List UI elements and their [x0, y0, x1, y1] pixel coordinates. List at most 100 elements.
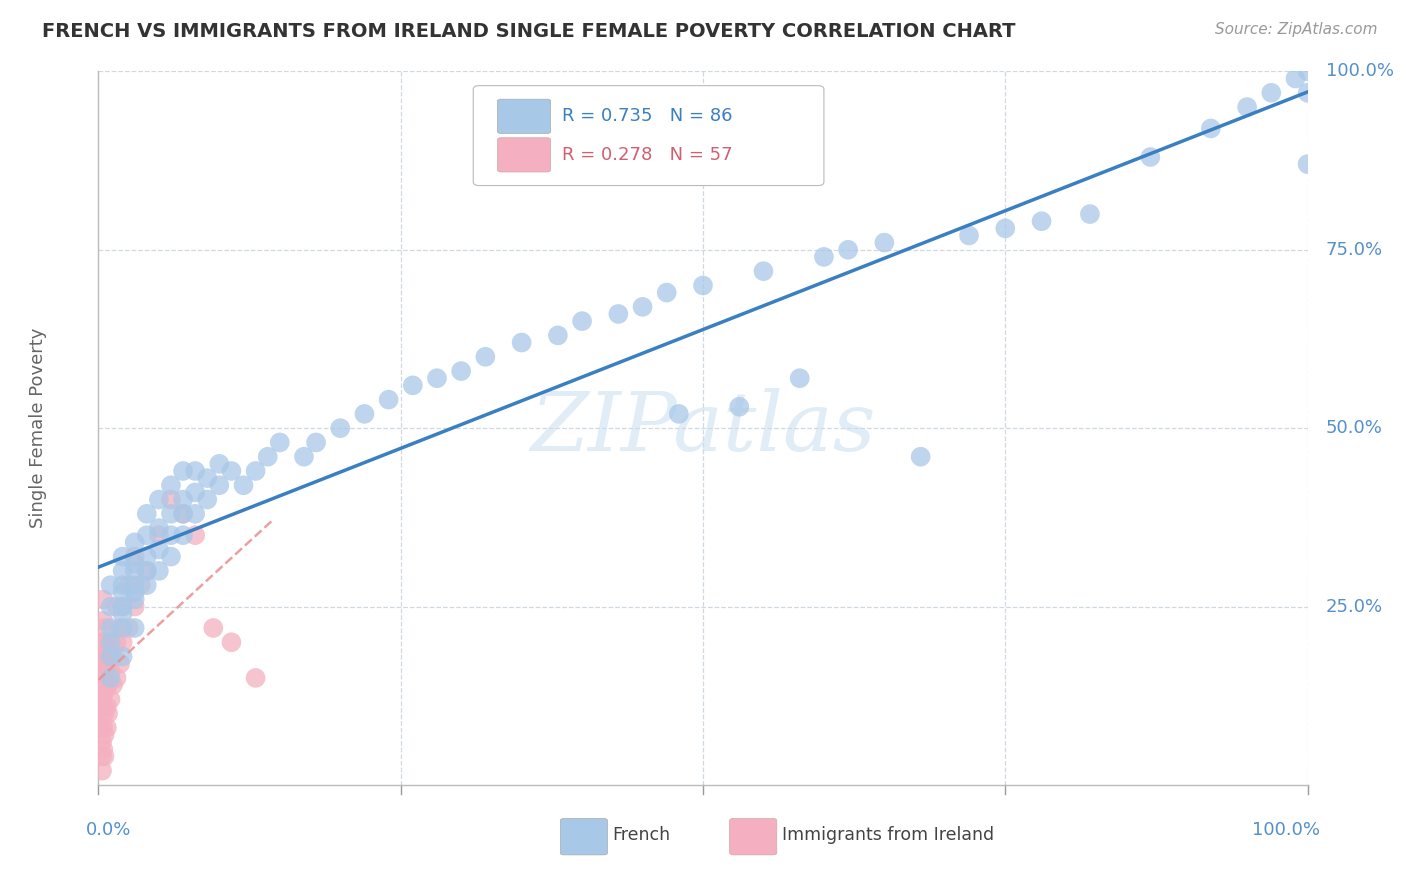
- Point: [91, 749, 114, 764]
- Point: [100, 621, 122, 635]
- Point: [148, 492, 170, 507]
- Text: 100.0%: 100.0%: [1326, 62, 1393, 80]
- Point: [91, 678, 114, 692]
- Point: [269, 435, 291, 450]
- Point: [93, 685, 115, 699]
- Point: [91, 699, 114, 714]
- Point: [97, 678, 120, 692]
- Point: [111, 621, 134, 635]
- Point: [97, 657, 120, 671]
- Point: [100, 671, 122, 685]
- Point: [93, 728, 115, 742]
- Point: [111, 635, 134, 649]
- Point: [111, 649, 134, 664]
- Point: [124, 585, 146, 599]
- Point: [172, 507, 194, 521]
- Point: [124, 599, 146, 614]
- Point: [124, 557, 146, 571]
- Point: [91, 635, 114, 649]
- Point: [105, 671, 128, 685]
- Point: [1199, 121, 1222, 136]
- Point: [1296, 157, 1319, 171]
- Point: [1139, 150, 1161, 164]
- FancyBboxPatch shape: [474, 86, 824, 186]
- Point: [124, 564, 146, 578]
- Point: [172, 528, 194, 542]
- Point: [910, 450, 932, 464]
- Point: [91, 721, 114, 735]
- Point: [1260, 86, 1282, 100]
- Point: [135, 578, 157, 592]
- Point: [752, 264, 775, 278]
- Point: [148, 542, 170, 557]
- Point: [91, 721, 114, 735]
- Point: [91, 764, 114, 778]
- Point: [668, 407, 690, 421]
- Point: [184, 485, 207, 500]
- Text: R = 0.735   N = 86: R = 0.735 N = 86: [561, 107, 733, 125]
- Point: [329, 421, 352, 435]
- Point: [100, 649, 122, 664]
- Point: [450, 364, 472, 378]
- Point: [129, 578, 152, 592]
- Point: [305, 435, 328, 450]
- Point: [118, 621, 141, 635]
- Point: [208, 457, 231, 471]
- Point: [426, 371, 449, 385]
- Point: [91, 635, 114, 649]
- Point: [111, 599, 134, 614]
- Point: [91, 735, 114, 749]
- Point: [547, 328, 569, 343]
- Text: ZIPatlas: ZIPatlas: [530, 388, 876, 468]
- Point: [1031, 214, 1053, 228]
- Point: [172, 492, 194, 507]
- Point: [655, 285, 678, 300]
- Point: [1284, 71, 1306, 86]
- Point: [221, 464, 243, 478]
- Text: Immigrants from Ireland: Immigrants from Ireland: [782, 826, 994, 844]
- Point: [195, 471, 218, 485]
- Text: FRENCH VS IMMIGRANTS FROM IRELAND SINGLE FEMALE POVERTY CORRELATION CHART: FRENCH VS IMMIGRANTS FROM IRELAND SINGLE…: [42, 22, 1015, 41]
- Point: [124, 535, 146, 549]
- FancyBboxPatch shape: [498, 99, 551, 134]
- Point: [160, 528, 183, 542]
- Point: [184, 507, 207, 521]
- Point: [607, 307, 630, 321]
- Point: [91, 692, 114, 706]
- Point: [124, 578, 146, 592]
- Point: [93, 621, 115, 635]
- Point: [1296, 86, 1319, 100]
- Point: [172, 507, 194, 521]
- Point: [135, 549, 157, 564]
- Point: [96, 699, 118, 714]
- Text: 25.0%: 25.0%: [1326, 598, 1384, 615]
- Point: [101, 649, 124, 664]
- Point: [100, 664, 122, 678]
- Point: [108, 657, 131, 671]
- Point: [124, 549, 146, 564]
- Point: [474, 350, 496, 364]
- Point: [111, 599, 134, 614]
- Point: [160, 549, 183, 564]
- Text: 75.0%: 75.0%: [1326, 241, 1384, 259]
- Point: [91, 614, 114, 628]
- Point: [91, 706, 114, 721]
- Point: [108, 621, 131, 635]
- Point: [232, 478, 254, 492]
- Point: [789, 371, 811, 385]
- Point: [105, 599, 128, 614]
- Point: [135, 564, 157, 578]
- Point: [91, 664, 114, 678]
- Point: [105, 635, 128, 649]
- Point: [510, 335, 533, 350]
- Point: [208, 478, 231, 492]
- Point: [873, 235, 896, 250]
- Point: [91, 649, 114, 664]
- Point: [292, 450, 315, 464]
- Point: [728, 400, 751, 414]
- Point: [994, 221, 1017, 235]
- Point: [91, 742, 114, 756]
- Text: 50.0%: 50.0%: [1326, 419, 1382, 437]
- Point: [91, 678, 114, 692]
- Point: [111, 578, 134, 592]
